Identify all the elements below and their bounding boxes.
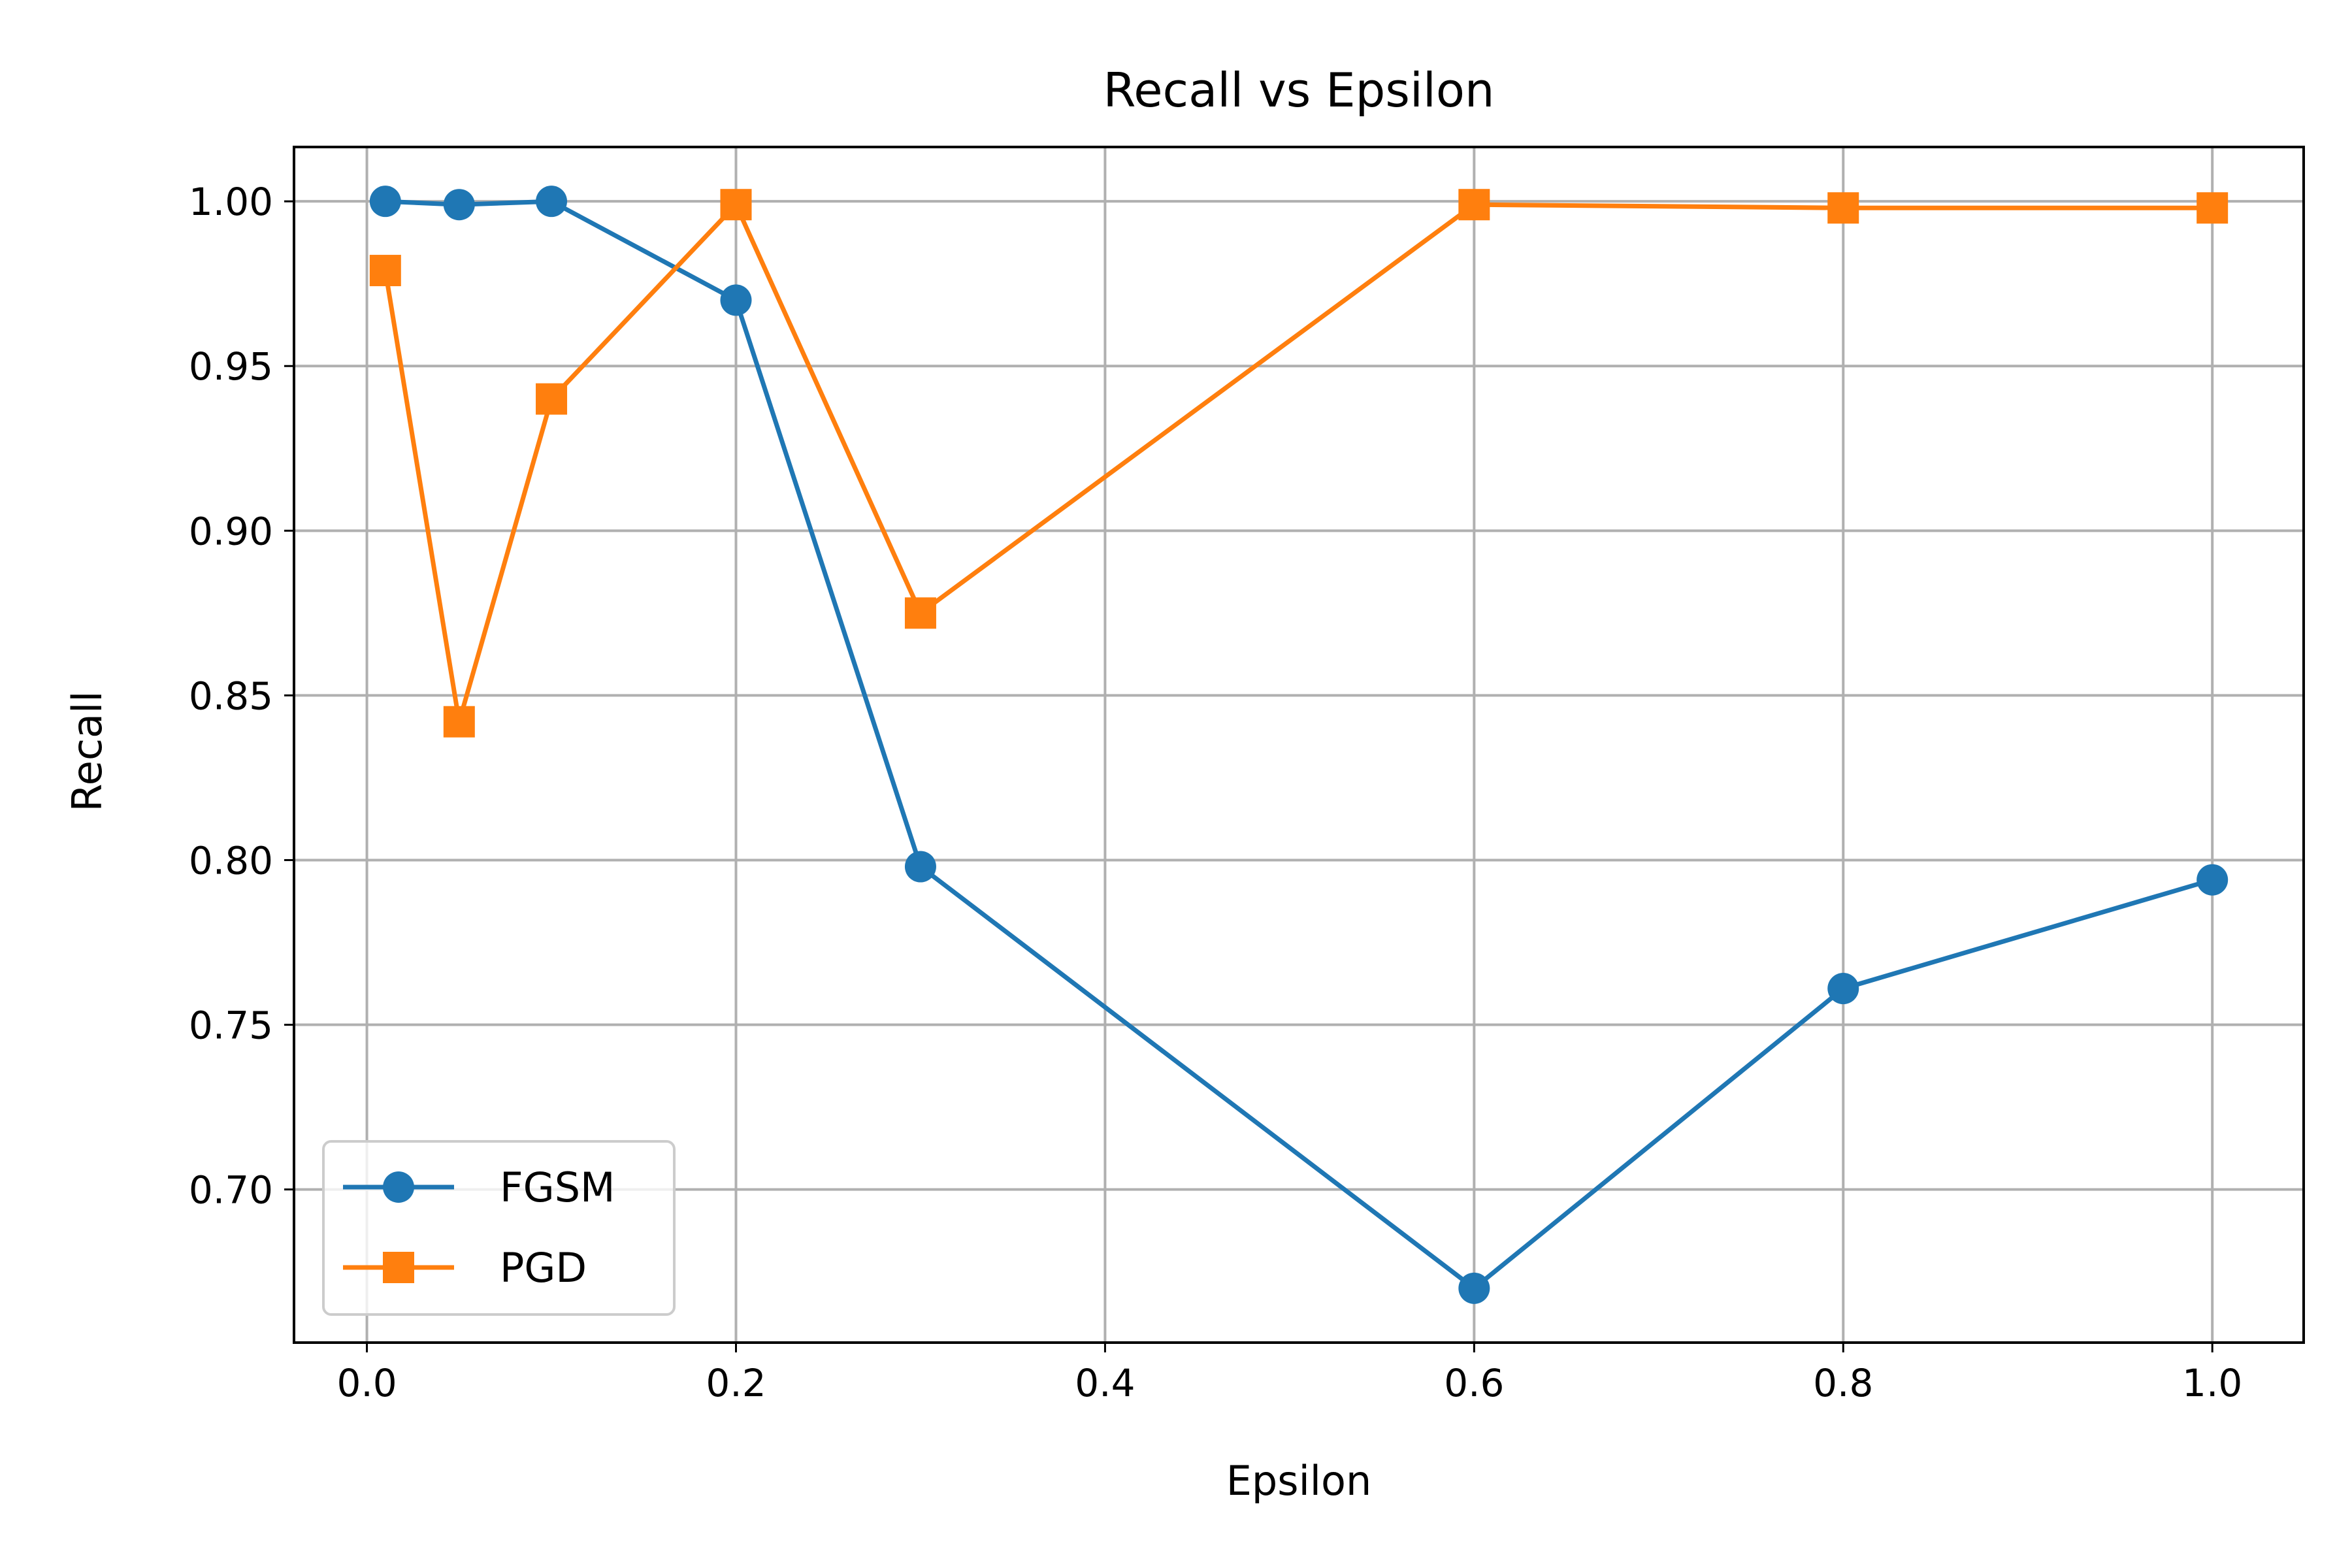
plot-frame [293, 146, 2305, 1344]
y-tick-label: 0.95 [189, 344, 273, 389]
x-tick-label: 0.2 [706, 1361, 766, 1405]
legend-pgd-marker [383, 1252, 414, 1283]
data-point-fgsm [1827, 973, 1859, 1005]
data-point-pgd [369, 255, 401, 287]
x-tick-label: 0.0 [336, 1361, 397, 1405]
x-tick-label: 0.8 [1813, 1361, 1873, 1405]
data-point-pgd [720, 189, 752, 221]
series-fgsm [369, 186, 2229, 1304]
data-point-fgsm [904, 851, 936, 883]
y-tick-label: 0.90 [189, 509, 273, 553]
data-point-fgsm [443, 189, 475, 221]
data-point-fgsm [2197, 864, 2229, 896]
legend-pgd-label: PGD [500, 1244, 587, 1292]
y-tick-label: 0.80 [189, 838, 273, 883]
series-pgd [369, 189, 2229, 738]
x-tick-label: 0.6 [1444, 1361, 1504, 1405]
legend-fgsm-marker [383, 1171, 414, 1203]
legend-fgsm-label: FGSM [500, 1164, 615, 1211]
y-axis-label: Recall [63, 691, 111, 812]
data-point-fgsm [720, 284, 752, 316]
series-layer [369, 186, 2229, 1304]
legend-box [322, 1140, 676, 1316]
x-tick-label: 1.0 [2182, 1361, 2242, 1405]
y-tick-label: 0.85 [189, 674, 273, 718]
data-point-pgd [2197, 192, 2229, 224]
data-point-fgsm [1458, 1272, 1490, 1304]
axis-ticks: 0.0 0.2 0.4 0.6 0.8 1.0 0.70 0.75 0.80 0.85 0.90 0.… [189, 180, 2242, 1405]
data-point-pgd [1827, 192, 1859, 224]
x-axis-label: Epsilon [1226, 1457, 1372, 1505]
data-point-pgd [536, 383, 568, 415]
series-line-pgd [383, 202, 2213, 725]
legend: FGSM PGD [322, 1140, 676, 1316]
y-tick-label: 0.70 [189, 1168, 273, 1213]
y-tick-label: 0.75 [189, 1004, 273, 1048]
chart-title: Recall vs Epsilon [1103, 63, 1494, 118]
y-tick-label: 1.00 [189, 180, 273, 224]
x-tick-label: 0.4 [1075, 1361, 1135, 1405]
data-point-pgd [443, 706, 475, 738]
data-point-fgsm [536, 186, 568, 218]
data-point-pgd [1458, 189, 1490, 221]
data-point-fgsm [369, 186, 401, 218]
data-point-pgd [904, 597, 936, 629]
grid-lines [294, 147, 2304, 1343]
